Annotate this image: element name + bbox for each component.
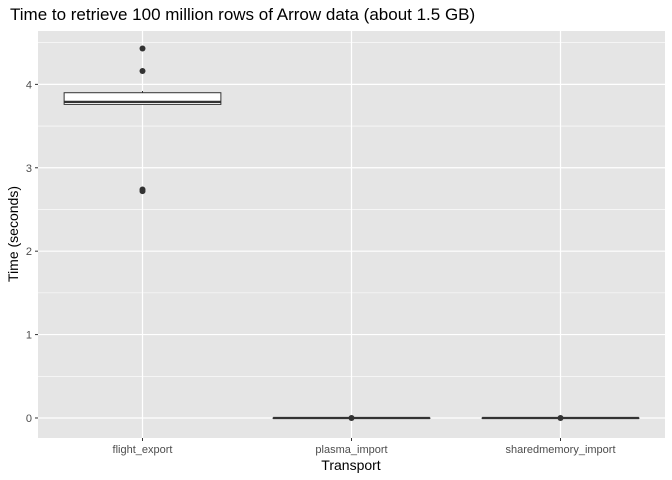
y-tick-label: 2 bbox=[26, 246, 32, 258]
y-tick-label: 0 bbox=[26, 413, 32, 425]
y-tick-label: 1 bbox=[26, 330, 32, 342]
boxplot-flight_export bbox=[63, 45, 222, 195]
outlier-point bbox=[139, 68, 146, 75]
x-tick-label: flight_export bbox=[113, 444, 173, 456]
x-axis-ticks: flight_export plasma_import sharedmemory_i… bbox=[113, 438, 616, 456]
outlier-point bbox=[139, 188, 146, 195]
chart-title: Time to retrieve 100 million rows of Arr… bbox=[10, 5, 475, 24]
y-axis-title: Time (seconds) bbox=[5, 186, 21, 282]
outlier-point bbox=[139, 45, 146, 52]
outlier-point bbox=[557, 414, 564, 421]
y-tick-label: 3 bbox=[26, 163, 32, 175]
x-axis-title: Transport bbox=[321, 457, 381, 473]
outlier-point bbox=[348, 414, 355, 421]
grid-lines bbox=[38, 31, 665, 438]
box bbox=[63, 92, 222, 105]
x-tick-label: sharedmemory_import bbox=[505, 444, 615, 456]
y-tick-label: 4 bbox=[26, 79, 32, 91]
boxplots bbox=[63, 45, 640, 421]
x-tick-label: plasma_import bbox=[315, 444, 387, 456]
boxplot-plasma_import bbox=[272, 414, 431, 421]
boxplot-sharedmemory_import bbox=[481, 414, 640, 421]
y-axis-ticks: 0 1 2 3 4 bbox=[26, 79, 38, 425]
